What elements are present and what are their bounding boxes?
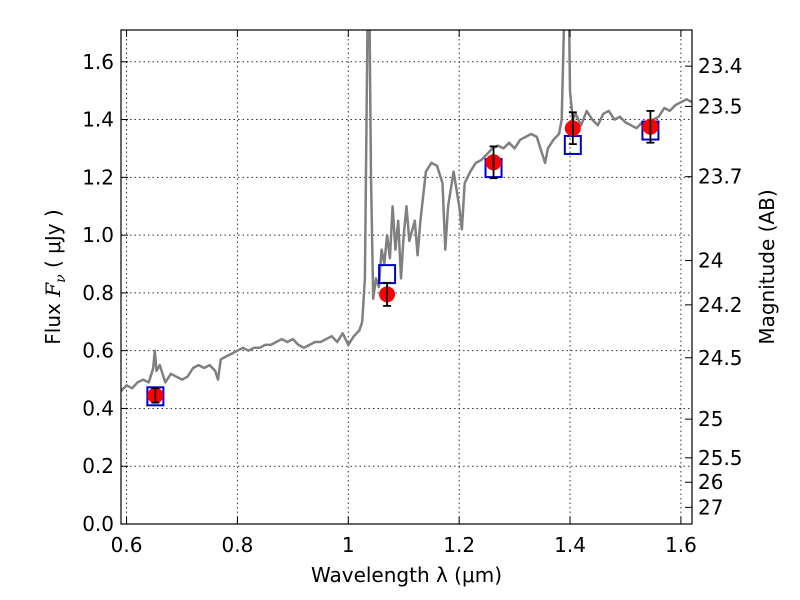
plot-area (121, 30, 692, 407)
x-tick-label: 1.6 (665, 533, 697, 557)
y-tick-label: 1.2 (82, 165, 114, 189)
axis-ticks: 0.6 0.8 1 1.2 1.4 1.6 0.0 0.2 0.4 0.6 0.8 1.0 1.2 1.4… (82, 30, 743, 557)
right-axis-label: Magnitude (AB) (755, 189, 779, 344)
x-tick-label: 0.8 (222, 533, 254, 557)
y-axis-label-subscript: ν (53, 274, 69, 283)
y-tick-label: 1.0 (82, 223, 114, 247)
right-tick-label: 23.7 (698, 165, 743, 189)
y-tick-label: 0.2 (82, 454, 114, 478)
right-tick-label: 23.4 (698, 54, 743, 78)
x-tick-label: 1 (342, 533, 355, 557)
x-tick-label: 1.2 (443, 533, 475, 557)
x-tick-label: 0.6 (111, 533, 143, 557)
spectrum-line (121, 30, 692, 392)
x-tick-label: 1.4 (554, 533, 586, 557)
right-tick-label: 25 (698, 407, 723, 431)
right-tick-label: 26 (698, 470, 723, 494)
y-tick-label: 0.8 (82, 281, 114, 305)
right-tick-label: 27 (698, 495, 723, 519)
y-tick-label: 0.0 (82, 512, 114, 536)
right-tick-label: 24 (698, 249, 723, 273)
y-axis-label-suffix: ( μJy ) (41, 209, 65, 274)
plot-frame (120, 29, 693, 525)
y-axis-label-prefix: Flux (41, 297, 65, 345)
y-tick-label: 1.6 (82, 50, 114, 74)
y-tick-label: 1.4 (82, 108, 114, 132)
y-tick-label: 0.6 (82, 339, 114, 363)
y-axis-label: Flux Fν ( μJy ) (41, 209, 69, 344)
right-tick-label: 24.2 (698, 293, 743, 317)
model-square (378, 264, 397, 285)
x-axis-label: Wavelength λ (μm) (311, 563, 502, 587)
model-square (146, 386, 165, 407)
y-axis-label-symbol: F (41, 282, 65, 298)
right-tick-label: 23.5 (698, 94, 743, 118)
right-tick-label: 25.5 (698, 446, 743, 470)
grid-lines (121, 30, 692, 525)
right-tick-label: 24.5 (698, 346, 743, 370)
y-tick-label: 0.4 (82, 396, 114, 420)
